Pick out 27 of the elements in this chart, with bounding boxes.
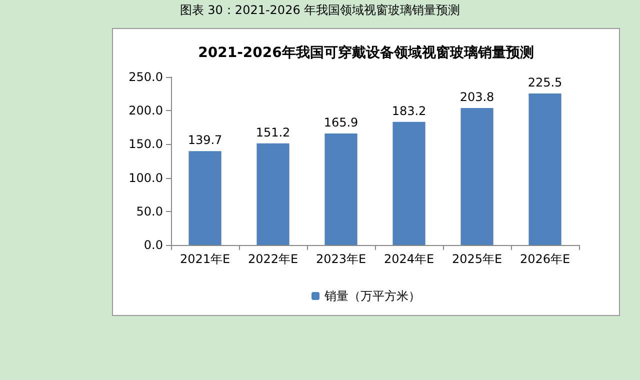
x-tick-label: 2024年E: [384, 252, 434, 266]
bar: [256, 143, 290, 245]
x-tick-label: 2022年E: [248, 252, 298, 266]
data-label: 165.9: [324, 116, 358, 130]
y-tick-label: 0.0: [144, 238, 163, 252]
data-label: 183.2: [392, 104, 426, 118]
text: 图表 30：2021-2026 年我国领域视窗玻璃销量预测: [178, 2, 462, 19]
bar: [324, 134, 358, 245]
y-tick-label: 150.0: [128, 137, 163, 152]
bar: [188, 151, 222, 245]
x-tick-label: 2026年E: [520, 252, 570, 266]
bar: [460, 108, 494, 245]
data-label: 151.2: [256, 125, 290, 140]
y-tick-label: 50.0: [136, 204, 163, 218]
bar: [392, 122, 426, 245]
y-tick-label: 100.0: [128, 170, 163, 185]
data-label: 139.7: [188, 133, 222, 148]
bar: [528, 93, 562, 245]
x-tick-label: 2025年E: [452, 252, 502, 266]
chart-title: 2021-2026年我国可穿戴设备领域视窗玻璃销量预测: [198, 44, 534, 61]
x-tick-label: 2023年E: [316, 252, 366, 266]
y-tick-label: 250.0: [128, 70, 163, 84]
legend-label: 销量（万平方米）: [324, 289, 420, 303]
x-tick-label: 2021年E: [180, 252, 230, 266]
y-tick-label: 200.0: [128, 104, 163, 118]
data-label: 225.5: [528, 75, 562, 90]
data-label: 203.8: [460, 90, 494, 104]
